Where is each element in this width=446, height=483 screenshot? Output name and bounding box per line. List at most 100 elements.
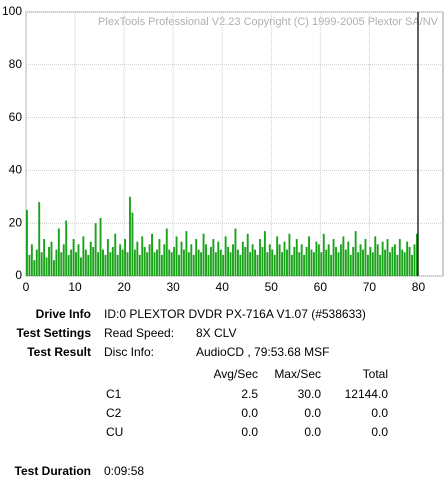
y-tick-label: 60 bbox=[9, 110, 23, 124]
bar bbox=[406, 241, 409, 276]
bar bbox=[106, 239, 109, 276]
bar bbox=[109, 252, 112, 276]
bar bbox=[138, 254, 141, 276]
bar bbox=[268, 244, 271, 276]
bar bbox=[131, 212, 134, 276]
bar bbox=[376, 244, 379, 276]
bar bbox=[156, 249, 158, 276]
bar bbox=[84, 249, 87, 276]
bar bbox=[295, 239, 298, 276]
bar bbox=[416, 233, 418, 276]
bar bbox=[229, 252, 232, 276]
bar bbox=[249, 252, 252, 276]
bar bbox=[290, 254, 293, 276]
bar bbox=[195, 239, 198, 276]
bar bbox=[413, 244, 416, 276]
table-cell: C2 bbox=[106, 406, 122, 420]
bar bbox=[102, 249, 104, 276]
bar bbox=[408, 246, 411, 276]
report: Drive Info ID:0 PLEXTOR DVDR PX-716A V1.… bbox=[15, 307, 366, 478]
bar bbox=[308, 236, 310, 276]
bar bbox=[35, 249, 38, 276]
bar bbox=[342, 236, 345, 276]
bar bbox=[143, 246, 146, 276]
bar bbox=[389, 252, 391, 276]
bar bbox=[72, 239, 75, 276]
bar bbox=[45, 257, 48, 276]
bar bbox=[33, 260, 36, 276]
y-tick-label: 100 bbox=[2, 4, 22, 18]
table-cell: 0.0 bbox=[304, 406, 321, 420]
bar bbox=[386, 239, 389, 276]
bar bbox=[393, 244, 396, 276]
bar bbox=[357, 252, 360, 276]
bar bbox=[192, 254, 195, 276]
bar bbox=[160, 254, 163, 276]
table-header: Avg/Sec bbox=[214, 367, 258, 381]
bar bbox=[354, 231, 357, 276]
bar bbox=[254, 249, 257, 276]
bar bbox=[82, 236, 85, 276]
table-header: Total bbox=[363, 367, 388, 381]
bar bbox=[366, 254, 369, 276]
bar bbox=[278, 244, 281, 276]
table-cell: 12144.0 bbox=[345, 387, 389, 401]
value: 8X CLV bbox=[196, 326, 236, 340]
x-tick-label: 70 bbox=[363, 280, 377, 294]
bar bbox=[89, 241, 92, 276]
label: Test Settings bbox=[17, 326, 92, 340]
bar bbox=[146, 252, 149, 276]
bar bbox=[52, 260, 55, 276]
bar bbox=[312, 252, 315, 276]
bar bbox=[207, 254, 210, 276]
bar bbox=[60, 252, 63, 276]
bar bbox=[92, 246, 95, 276]
bar bbox=[180, 241, 183, 276]
bar bbox=[325, 249, 328, 276]
bar bbox=[187, 252, 190, 276]
bar bbox=[170, 252, 173, 276]
y-tick-label: 40 bbox=[9, 163, 23, 177]
label: Test Result bbox=[27, 345, 91, 359]
bar bbox=[28, 254, 31, 276]
bar bbox=[30, 244, 33, 276]
x-tick-label: 80 bbox=[412, 280, 426, 294]
bar bbox=[283, 241, 286, 276]
bar bbox=[168, 249, 171, 276]
bar bbox=[320, 252, 323, 276]
y-tick-label: 0 bbox=[15, 268, 22, 282]
bar bbox=[153, 252, 156, 276]
bar bbox=[256, 254, 259, 276]
y-tick-label: 20 bbox=[9, 215, 23, 229]
bar bbox=[209, 246, 212, 276]
bar bbox=[212, 239, 215, 276]
bar bbox=[317, 244, 320, 276]
bar bbox=[330, 254, 333, 276]
bar bbox=[205, 244, 207, 276]
bar bbox=[288, 233, 291, 276]
bar bbox=[121, 249, 124, 276]
bar bbox=[151, 233, 153, 276]
bar bbox=[286, 249, 288, 276]
bar bbox=[347, 241, 350, 276]
bar bbox=[119, 244, 122, 276]
y-tick-label: 80 bbox=[9, 57, 23, 71]
bar bbox=[70, 249, 73, 276]
bar bbox=[263, 231, 266, 276]
bar bbox=[246, 233, 249, 276]
bar bbox=[298, 252, 301, 276]
bar bbox=[214, 252, 217, 276]
bar bbox=[111, 246, 114, 276]
value: 0:09:58 bbox=[104, 464, 144, 478]
bar bbox=[40, 252, 43, 276]
bar bbox=[234, 228, 237, 276]
bar bbox=[55, 249, 58, 276]
table-cell: 2.5 bbox=[241, 387, 258, 401]
bar bbox=[190, 244, 193, 276]
bar bbox=[273, 254, 276, 276]
bar bbox=[391, 246, 394, 276]
bar bbox=[401, 249, 404, 276]
label: Test Duration bbox=[15, 464, 91, 478]
x-tick-label: 50 bbox=[265, 280, 279, 294]
bar bbox=[251, 244, 254, 276]
